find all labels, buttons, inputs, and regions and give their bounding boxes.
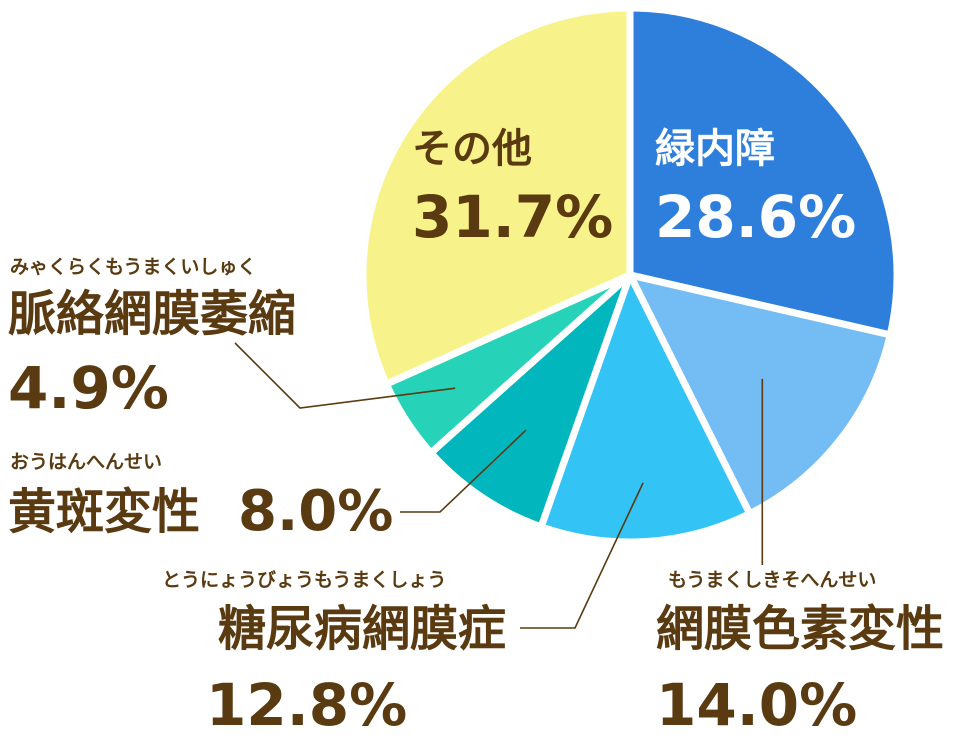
- slice-label-macular: 黄斑変性: [8, 484, 200, 540]
- slice-macular: [427, 271, 634, 531]
- slice-ruby-macular: おうはんへんせい: [10, 451, 162, 473]
- slice-other: [359, 4, 634, 388]
- slice-pct-diabetic: 12.8%: [206, 671, 407, 739]
- slice-pct-other: 31.7%: [412, 183, 613, 251]
- slice-diabetic: [537, 271, 754, 546]
- slice-pct-glaucoma: 28.6%: [655, 183, 856, 251]
- slice-retinitis: [626, 271, 894, 518]
- leader-macular: [400, 429, 527, 513]
- slice-label-diabetic: 糖尿病網膜症: [218, 601, 506, 657]
- pie-slices: [359, 4, 901, 546]
- slice-pct-macular: 8.0%: [238, 479, 393, 544]
- slice-pct-chorioretinal: 4.9%: [8, 354, 169, 422]
- slice-label-chorioretinal: 脈絡網膜萎縮: [8, 286, 296, 342]
- slice-glaucoma: [626, 4, 901, 339]
- slice-label-other: その他: [412, 126, 532, 172]
- slice-ruby-retinitis: もうまくしきそへんせい: [668, 569, 876, 591]
- leader-lines: [234, 342, 764, 629]
- slice-label-glaucoma: 緑内障: [655, 126, 775, 172]
- slice-ruby-chorioretinal: みゃくらくもうまくいしゅく: [10, 256, 256, 278]
- leader-diabetic: [520, 482, 644, 629]
- slice-ruby-diabetic: とうにょうびょうもうまくしょう: [162, 569, 446, 591]
- slice-pct-retinitis: 14.0%: [656, 671, 857, 739]
- slice-label-retinitis: 網膜色素変性: [656, 601, 944, 657]
- leader-chorioretinal: [234, 342, 456, 409]
